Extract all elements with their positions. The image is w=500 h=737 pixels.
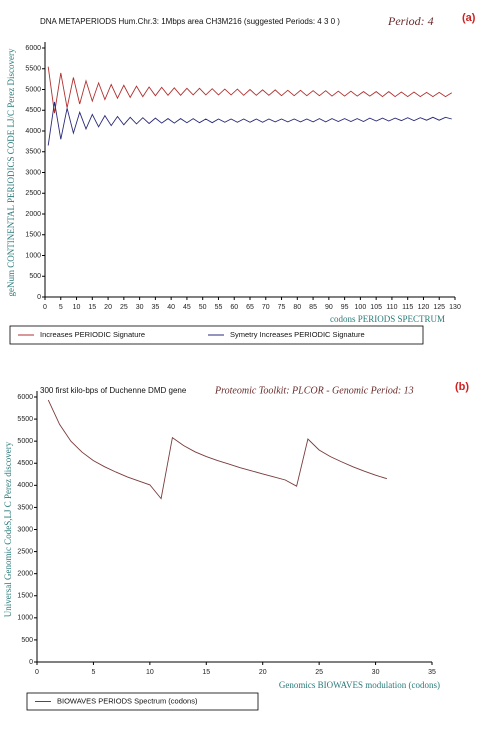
y-tick-label: 1000 xyxy=(25,252,41,259)
series-line xyxy=(47,101,452,146)
x-tick-label: 105 xyxy=(370,304,382,311)
y-tick-label: 4000 xyxy=(25,128,41,135)
y-tick-label: 2000 xyxy=(25,211,41,218)
y-tick-label: 2500 xyxy=(17,548,33,555)
x-tick-label: 25 xyxy=(315,669,323,676)
x-tick-label: 85 xyxy=(309,304,317,311)
x-tick-label: 20 xyxy=(259,669,267,676)
x-tick-label: 15 xyxy=(202,669,210,676)
x-tick-label: 10 xyxy=(146,669,154,676)
x-tick-label: 115 xyxy=(402,304,413,311)
y-tick-label: 3000 xyxy=(17,526,33,533)
y-tick-label: 1500 xyxy=(17,593,33,600)
x-tick-label: 5 xyxy=(91,669,95,676)
x-tick-label: 35 xyxy=(151,304,159,311)
x-tick-label: 0 xyxy=(35,669,39,676)
y-tick-label: 0 xyxy=(29,659,33,666)
y-tick-label: 500 xyxy=(21,637,33,644)
x-tick-label: 130 xyxy=(449,304,461,311)
y-tick-label: 6000 xyxy=(17,394,33,401)
x-tick-label: 110 xyxy=(386,304,397,311)
legend-label: BIOWAVES PERIODS Spectrum (codons) xyxy=(57,696,198,705)
x-tick-label: 50 xyxy=(199,304,207,311)
x-tick-label: 25 xyxy=(120,304,128,311)
x-tick-label: 95 xyxy=(341,304,349,311)
annotation: Period: 4 xyxy=(387,14,434,28)
x-tick-label: 75 xyxy=(278,304,286,311)
y-tick-label: 4500 xyxy=(25,107,41,114)
x-tick-label: 70 xyxy=(262,304,270,311)
x-tick-label: 30 xyxy=(136,304,144,311)
panel-label: (a) xyxy=(462,12,476,24)
x-axis-label: Genomics BIOWAVES modulation (codons) xyxy=(279,680,440,690)
y-tick-label: 500 xyxy=(29,273,41,280)
x-tick-label: 90 xyxy=(325,304,333,311)
y-tick-label: 3000 xyxy=(25,169,41,176)
y-tick-label: 2000 xyxy=(17,571,33,578)
x-axis-label: codons PERIODS SPECTRUM xyxy=(330,314,445,324)
y-tick-label: 1500 xyxy=(25,232,41,239)
y-tick-label: 5500 xyxy=(17,416,33,423)
x-tick-label: 35 xyxy=(428,669,436,676)
x-tick-label: 0 xyxy=(43,304,47,311)
annotation: Proteomic Toolkit: PLCOR - Genomic Perio… xyxy=(214,385,414,396)
chart-title: 300 first kilo-bps of Duchenne DMD gene xyxy=(40,386,187,395)
series-line xyxy=(47,66,453,114)
y-tick-label: 6000 xyxy=(25,45,41,52)
x-tick-label: 60 xyxy=(230,304,238,311)
y-tick-label: 5000 xyxy=(17,438,33,445)
y-tick-label: 3500 xyxy=(25,149,41,156)
x-tick-label: 65 xyxy=(246,304,254,311)
x-tick-label: 55 xyxy=(215,304,223,311)
y-tick-label: 2500 xyxy=(25,190,41,197)
y-axis-label: Universal Genomic CodeS,LJ C Perez disco… xyxy=(3,441,13,617)
x-tick-label: 15 xyxy=(88,304,96,311)
x-tick-label: 10 xyxy=(73,304,81,311)
x-tick-label: 40 xyxy=(167,304,175,311)
y-tick-label: 5500 xyxy=(25,66,41,73)
x-tick-label: 5 xyxy=(59,304,63,311)
legend-label: Symetry Increases PERIODIC Signature xyxy=(230,330,365,339)
y-tick-label: 5000 xyxy=(25,86,41,93)
chart-title: DNA METAPERIODS Hum.Chr.3: 1Mbps area CH… xyxy=(40,17,340,26)
x-tick-label: 30 xyxy=(372,669,380,676)
y-tick-label: 3500 xyxy=(17,504,33,511)
x-tick-label: 120 xyxy=(418,304,430,311)
y-tick-label: 4500 xyxy=(17,460,33,467)
x-tick-label: 100 xyxy=(355,304,367,311)
x-tick-label: 20 xyxy=(104,304,112,311)
y-tick-label: 0 xyxy=(37,294,41,301)
y-tick-label: 4000 xyxy=(17,482,33,489)
x-tick-label: 80 xyxy=(293,304,301,311)
series-line xyxy=(47,399,388,500)
legend-label: Increases PERIODIC Signature xyxy=(40,330,145,339)
panel-label: (b) xyxy=(455,381,469,393)
legend-box xyxy=(26,692,259,711)
y-axis-label: geNum CONTINENTAL PERIODICS CODE LJ/C Pe… xyxy=(6,48,16,296)
x-tick-label: 125 xyxy=(433,304,445,311)
x-tick-label: 45 xyxy=(183,304,191,311)
y-tick-label: 1000 xyxy=(17,615,33,622)
